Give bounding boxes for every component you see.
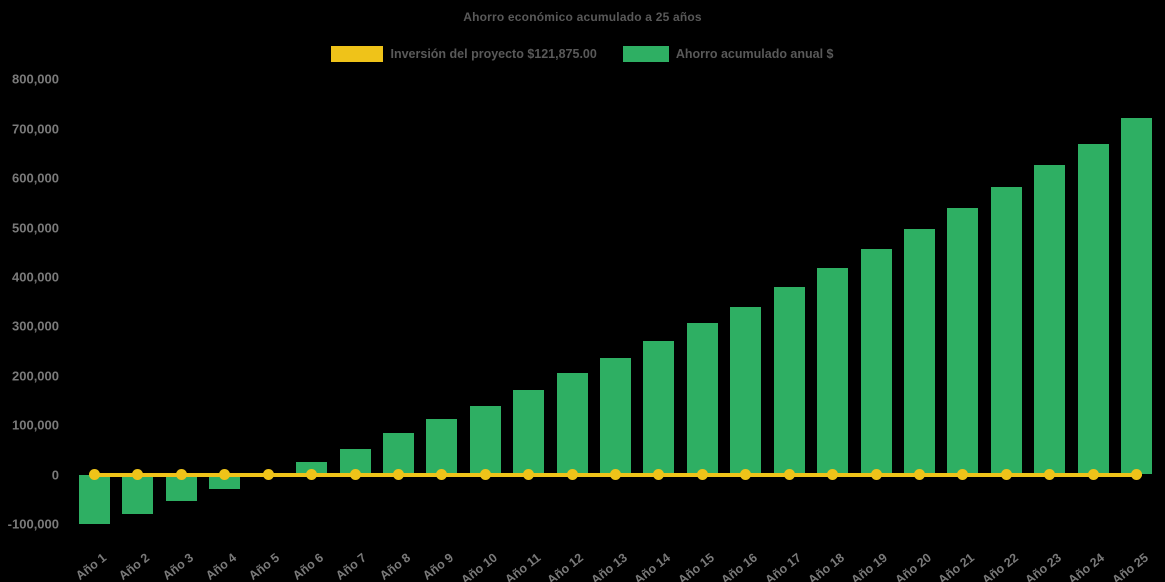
bar-año-17 <box>773 286 805 475</box>
x-axis-label-año-10: Año 10 <box>458 550 500 582</box>
x-axis-label-año-9: Año 9 <box>420 550 457 582</box>
bar-año-21 <box>947 208 979 475</box>
investment-line-marker <box>89 469 100 480</box>
bar-año-2 <box>122 474 154 514</box>
investment-line-marker <box>1131 469 1143 480</box>
x-axis-label-año-4: Año 4 <box>203 550 240 582</box>
bar-año-6 <box>296 462 328 475</box>
legend-swatch-ahorro-icon <box>622 46 669 62</box>
x-axis-label-año-6: Año 6 <box>289 550 326 582</box>
investment-line-marker <box>696 469 708 480</box>
investment-line-marker <box>523 469 535 480</box>
x-axis-label-año-12: Año 12 <box>544 550 587 582</box>
legend-label-ahorro: Ahorro acumulado anual $ <box>675 47 834 61</box>
bar-año-11 <box>513 390 545 475</box>
bar-año-8 <box>382 433 414 475</box>
bar-año-12 <box>556 373 588 475</box>
investment-line-marker <box>1044 469 1056 480</box>
investment-line-marker <box>1000 469 1012 480</box>
bar-año-1 <box>79 474 110 524</box>
investment-line-marker <box>132 469 144 480</box>
investment-line-marker <box>783 469 795 480</box>
x-axis-label-año-14: Año 14 <box>631 550 674 582</box>
bar-año-9 <box>426 419 458 475</box>
bar-año-23 <box>1034 165 1066 475</box>
bar-año-15 <box>686 322 718 475</box>
y-axis-tick-label: 100,000 <box>12 417 59 433</box>
investment-line-marker <box>740 469 752 480</box>
y-axis-tick-label: 600,000 <box>12 170 59 186</box>
x-axis-label-año-24: Año 24 <box>1066 550 1108 582</box>
y-axis-tick-label: -100,000 <box>7 516 59 532</box>
x-axis-label-año-25: Año 25 <box>1109 550 1151 582</box>
investment-line-marker <box>653 469 665 480</box>
investment-line-marker <box>349 469 361 480</box>
investment-line-marker <box>219 469 231 480</box>
y-axis-tick-label: 300,000 <box>12 318 59 334</box>
bar-año-4 <box>209 474 241 490</box>
x-axis-label-año-8: Año 8 <box>376 550 413 582</box>
bar-año-14 <box>643 341 675 475</box>
x-axis-label-año-18: Año 18 <box>805 550 847 582</box>
legend: Inversión del proyecto $121,875.00 Ahorr… <box>0 46 1165 62</box>
x-axis-label-año-5: Año 5 <box>246 550 283 582</box>
investment-line-marker <box>1087 469 1099 480</box>
x-axis-label-año-23: Año 23 <box>1022 550 1065 582</box>
y-axis-tick-label: 400,000 <box>12 269 59 285</box>
x-axis-label-año-1: Año 1 <box>72 550 109 582</box>
x-axis-label-año-17: Año 17 <box>762 550 804 582</box>
y-axis-tick-label: 500,000 <box>12 220 59 235</box>
y-axis-tick-label: 800,000 <box>12 71 59 87</box>
bar-año-25 <box>1121 117 1153 475</box>
investment-line-marker <box>479 469 491 480</box>
investment-line-marker <box>306 469 318 480</box>
y-axis-tick-label: 0 <box>51 467 59 482</box>
investment-line-marker <box>957 469 969 480</box>
bar-año-10 <box>469 405 501 475</box>
x-axis-label-año-16: Año 16 <box>718 550 761 582</box>
x-axis-label-año-20: Año 20 <box>892 550 934 582</box>
x-axis-label-año-19: Año 19 <box>848 550 891 582</box>
investment-line-marker <box>870 469 882 480</box>
bar-año-20 <box>903 228 935 475</box>
chart-title: Ahorro económico acumulado a 25 años <box>463 10 702 24</box>
legend-label-inversion: Inversión del proyecto $121,875.00 <box>390 47 597 61</box>
bar-año-16 <box>730 307 762 475</box>
investment-line-marker <box>436 469 448 480</box>
investment-line-marker <box>827 469 839 480</box>
investment-line-marker <box>566 469 578 480</box>
legend-swatch-inversion-icon <box>331 46 384 62</box>
investment-line-marker <box>262 469 274 480</box>
bar-año-24 <box>1077 144 1109 475</box>
investment-line-marker <box>610 469 622 480</box>
x-axis-label-año-11: Año 11 <box>502 550 544 582</box>
x-axis-label-año-2: Año 2 <box>116 550 153 582</box>
legend-item-ahorro: Ahorro acumulado anual $ <box>622 46 834 62</box>
bar-año-22 <box>990 186 1022 475</box>
x-axis-label-año-3: Año 3 <box>159 550 196 582</box>
y-axis-tick-label: 700,000 <box>12 121 59 137</box>
x-axis-label-año-22: Año 22 <box>979 550 1021 582</box>
x-axis-label-año-15: Año 15 <box>675 550 717 582</box>
bar-año-19 <box>860 249 892 475</box>
x-axis-label-año-21: Año 21 <box>935 550 978 582</box>
y-axis-tick-label: 200,000 <box>12 368 59 384</box>
investment-line-marker <box>913 469 925 480</box>
investment-line-marker <box>175 469 187 480</box>
bar-año-18 <box>817 268 849 475</box>
investment-line-marker <box>392 469 404 480</box>
bar-año-13 <box>600 357 632 475</box>
legend-item-inversion: Inversión del proyecto $121,875.00 <box>331 46 597 62</box>
x-axis-label-año-13: Año 13 <box>588 550 630 582</box>
x-axis-label-año-7: Año 7 <box>333 550 370 582</box>
